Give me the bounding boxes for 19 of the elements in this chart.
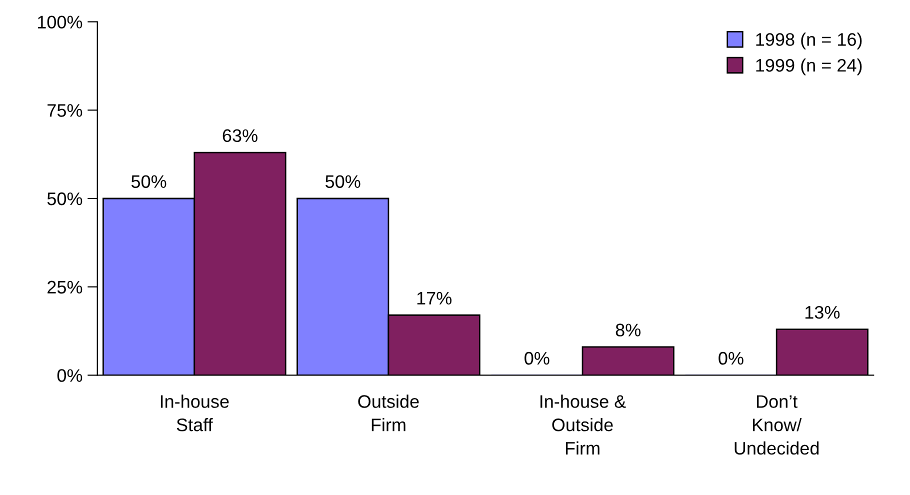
data-label: 0% [718, 352, 744, 365]
y-tick-label: 50% [47, 192, 82, 206]
data-label: 63% [222, 129, 258, 142]
data-label: 8% [616, 324, 641, 336]
y-tick-label: 0% [57, 369, 82, 382]
data-label: 17% [417, 292, 452, 305]
data-label: 50% [326, 175, 360, 188]
y-tick-label: 100% [38, 16, 82, 28]
data-label: 50% [131, 175, 166, 188]
x-tick-label: In-house & Outside Firm [540, 394, 626, 454]
data-label: 13% [805, 306, 840, 319]
x-tick-label: In-house Staff [160, 394, 229, 432]
y-tick-label: 75% [48, 104, 82, 117]
legend-label: 1998 (n = 16) [756, 32, 862, 50]
x-tick-label: Don’t Know/ Undecided [734, 395, 819, 455]
x-tick-label: Outside Firm [358, 394, 419, 432]
legend-label: 1999 (n = 24) [756, 58, 862, 76]
y-tick-label: 25% [48, 280, 82, 294]
data-label: 0% [524, 352, 550, 365]
